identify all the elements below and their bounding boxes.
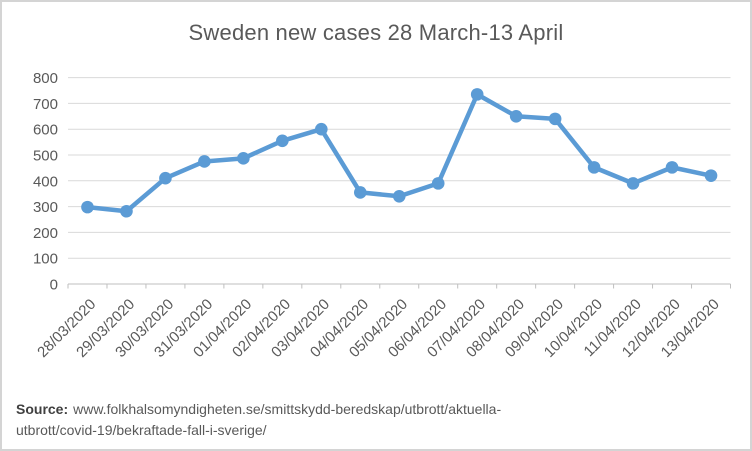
data-point-marker [548,112,562,126]
data-point-marker [587,161,601,174]
data-point-marker [159,171,172,185]
line-chart: 010020030040050060070080028/03/202029/03… [33,70,731,361]
data-point-marker [353,186,367,199]
y-axis-label: 800 [33,70,58,87]
data-point-marker [237,152,250,165]
source-url-line2: utbrott/covid-19/bekraftade-fall-i-sveri… [16,422,267,438]
data-point-marker [392,189,406,203]
data-point-marker [276,134,289,148]
y-axis-label: 600 [33,122,58,139]
data-point-marker [626,177,640,190]
source-url-line1: www.folkhalsomyndigheten.se/smittskydd-b… [73,401,502,417]
data-point-marker [470,88,484,101]
y-axis-label: 700 [33,96,58,113]
data-point-marker [120,204,133,218]
y-axis-label: 0 [50,277,58,294]
y-axis-label: 300 [33,199,58,216]
data-point-marker [198,155,211,168]
data-point-marker [509,110,523,123]
data-point-marker [704,169,718,182]
y-axis-label: 100 [33,251,58,268]
source-label: Source: [16,401,69,417]
y-axis-label: 200 [33,225,58,242]
data-point-marker [315,122,328,136]
y-axis-label: 500 [33,148,58,165]
data-point-marker [665,161,679,174]
chart-title: Sweden new cases 28 March-13 April [188,20,564,45]
y-axis-label: 400 [33,173,58,190]
source-note: Source: www.folkhalsomyndigheten.se/smitt… [16,399,716,441]
data-point-marker [431,177,445,190]
data-point-marker [81,200,94,214]
